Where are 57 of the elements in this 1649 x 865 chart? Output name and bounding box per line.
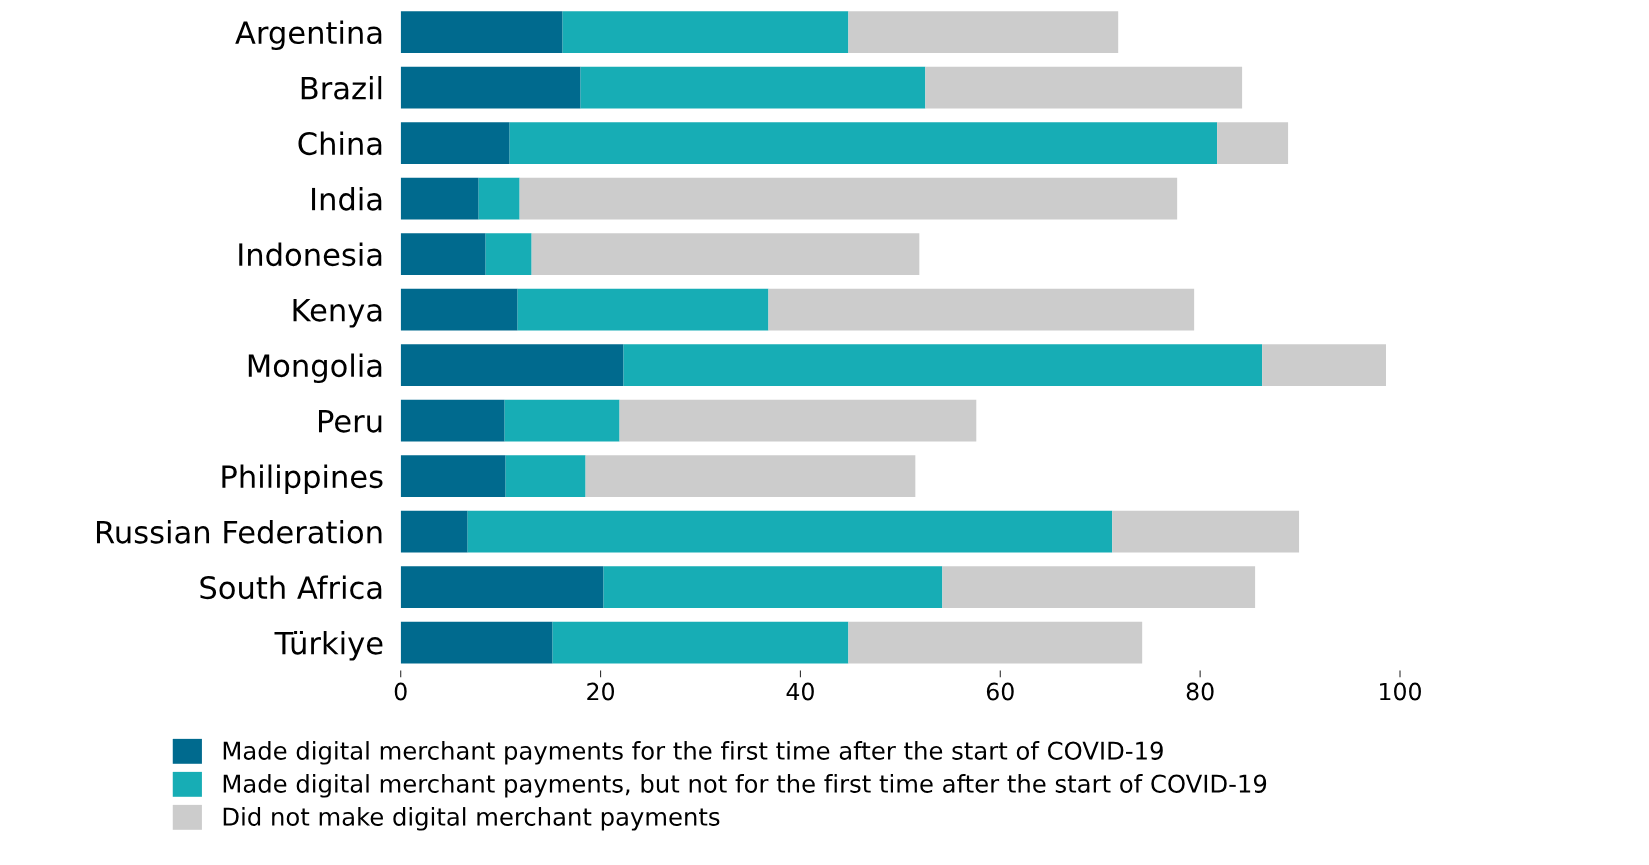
y-tick-label: China (298, 131, 382, 156)
bar (1262, 344, 1387, 386)
y-tick-label: Türkiye (274, 631, 383, 661)
bar (400, 177, 479, 220)
bar (485, 233, 532, 275)
bar (400, 122, 510, 164)
bar (467, 510, 1113, 553)
bar (623, 344, 1263, 386)
bar (400, 566, 604, 608)
x-tick-label: 100 (1380, 682, 1421, 701)
x-tick-label: 20 (587, 682, 615, 701)
bar (504, 399, 620, 442)
bar (580, 66, 926, 109)
bar (531, 233, 920, 275)
y-tick-label: Mongolia (248, 353, 382, 384)
bar (400, 66, 581, 109)
bar (848, 621, 1143, 664)
bar (400, 510, 468, 553)
y-tick-label: Indonesia (239, 242, 382, 267)
bar (400, 344, 624, 386)
bar (603, 566, 943, 608)
y-tick-label: Peru (319, 409, 382, 433)
bar (848, 11, 1119, 53)
bar (400, 455, 506, 497)
bar (942, 566, 1256, 608)
bar (505, 455, 586, 497)
y-tick-label: Philippines (222, 464, 383, 495)
bar (585, 455, 916, 497)
x-tick-label: 60 (986, 682, 1014, 701)
y-tick-label: Kenya (293, 298, 382, 328)
bar (552, 621, 849, 664)
bar (768, 288, 1195, 331)
x-tick-label: 80 (1186, 682, 1214, 701)
legend-label: Did not make digital merchant payments (223, 807, 720, 831)
bar (1112, 510, 1300, 553)
bar (400, 621, 553, 664)
bar (478, 177, 520, 220)
bar (400, 11, 563, 53)
x-tick-label: 40 (786, 682, 814, 701)
y-tick-label: Brazil (301, 75, 382, 100)
y-tick-label: India (312, 186, 382, 211)
bar (562, 11, 849, 53)
bar (400, 233, 486, 275)
legend-label: Made digital merchant payments for the first time after the start of COVID-19 (223, 741, 1163, 765)
legend-label: Made digital merchant payments, but not for the first time after the start of COVID-19 (223, 774, 1267, 798)
bar (400, 399, 505, 442)
bar (519, 177, 1178, 220)
bar (517, 288, 769, 331)
x-tick-label: 0 (394, 682, 407, 701)
bar (925, 66, 1243, 109)
bar (400, 288, 518, 331)
y-tick-label: Argentina (235, 20, 382, 51)
bar (619, 399, 977, 442)
bar (1217, 122, 1289, 164)
y-tick-label: South Africa (200, 575, 382, 600)
bar (509, 122, 1218, 164)
y-tick-label: Russian Federation (96, 520, 382, 544)
